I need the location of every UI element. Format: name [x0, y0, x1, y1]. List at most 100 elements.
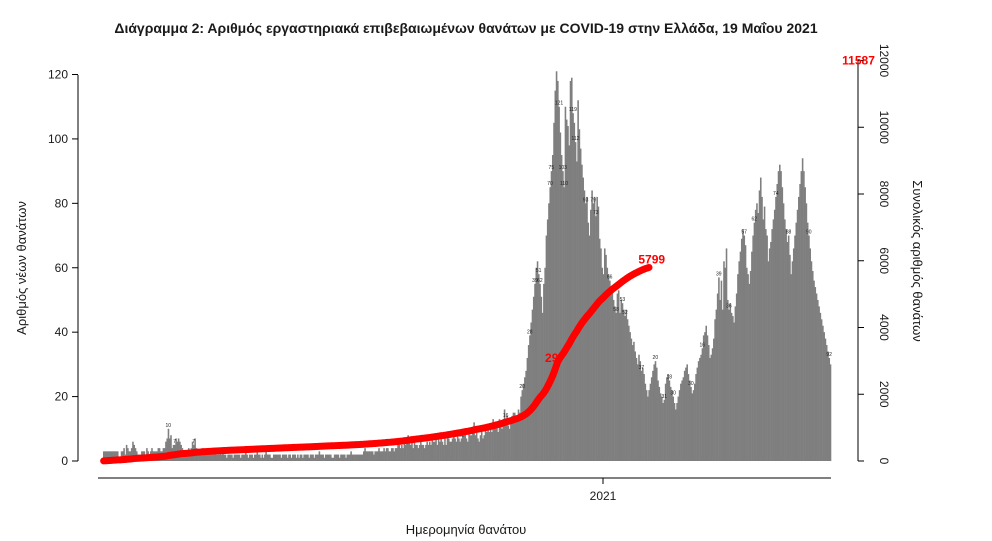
- bar: [735, 293, 738, 461]
- bar-value-label: 58: [613, 307, 619, 313]
- bar: [233, 454, 236, 461]
- bar: [285, 454, 288, 461]
- bar: [475, 432, 478, 461]
- bar: [687, 374, 690, 461]
- bar: [822, 325, 824, 461]
- bar: [617, 290, 620, 461]
- bar: [302, 457, 304, 461]
- bar: [704, 332, 706, 461]
- bar: [655, 367, 658, 461]
- cumulative-line: [100, 263, 653, 465]
- bar: [444, 438, 446, 461]
- bar: [380, 451, 383, 461]
- bar: [272, 454, 275, 461]
- bar: [757, 213, 760, 461]
- bar: [423, 448, 426, 461]
- bar: [274, 454, 276, 461]
- bar: [491, 432, 493, 461]
- bar: [105, 451, 108, 461]
- bar: [662, 403, 664, 461]
- left-tick-label: 20: [55, 390, 69, 404]
- bar: [305, 454, 308, 461]
- y2-axis-title: Συνολικός αριθμός θανάτων: [910, 180, 925, 341]
- bar: [510, 422, 512, 461]
- bar: [763, 206, 766, 461]
- bar: [643, 374, 645, 461]
- bar: [647, 396, 649, 461]
- bar: [714, 319, 716, 461]
- bar: [260, 457, 262, 461]
- bar: [232, 457, 234, 461]
- bar: [740, 238, 743, 461]
- bar: [208, 454, 210, 461]
- bar: [413, 441, 416, 461]
- bar: [267, 454, 270, 461]
- bar: [357, 454, 360, 461]
- bar: [220, 454, 223, 461]
- bar: [236, 454, 238, 461]
- bar: [382, 451, 384, 461]
- bar-labels: 107 7 812162028395162707512110311011911293…: [166, 0, 866, 445]
- bar: [460, 438, 463, 461]
- bar: [531, 309, 534, 461]
- bar: [685, 367, 687, 461]
- bar: [398, 444, 401, 461]
- bar-value-label: 31: [661, 394, 667, 400]
- bar: [309, 454, 312, 461]
- bar: [219, 451, 222, 461]
- bar-value-label: 62: [751, 217, 757, 223]
- bar: [261, 454, 264, 461]
- bar: [614, 306, 616, 461]
- bar: [699, 357, 701, 461]
- bar: [256, 451, 259, 461]
- bar: [497, 432, 500, 461]
- bar: [683, 370, 686, 461]
- bar: [427, 444, 430, 461]
- bar: [624, 316, 626, 461]
- bar: [690, 386, 692, 461]
- bar: [406, 441, 408, 461]
- bar: [425, 444, 427, 461]
- bar: [664, 383, 667, 461]
- bar: [278, 454, 280, 461]
- bar: [293, 454, 295, 461]
- bar: [548, 203, 550, 461]
- bar: [239, 457, 242, 461]
- bar: [607, 274, 610, 461]
- line-annotation: 5799: [638, 252, 665, 266]
- bar: [499, 422, 502, 461]
- bar: [384, 451, 387, 461]
- bar: [595, 216, 597, 461]
- bar: [626, 319, 629, 461]
- y-axis-title: Αριθμός νέων θανάτων: [14, 201, 29, 335]
- bar: [534, 283, 536, 461]
- bar: [407, 435, 409, 461]
- bar: [341, 454, 344, 461]
- bar: [210, 454, 213, 461]
- bar: [650, 377, 653, 461]
- bar-value-label: 39: [532, 278, 538, 284]
- bar: [394, 448, 397, 461]
- bar: [374, 451, 376, 461]
- bar: [513, 412, 516, 461]
- bar: [347, 454, 350, 461]
- bar-value-label: 10: [166, 423, 172, 429]
- bar: [779, 164, 781, 461]
- left-tick-label: 60: [55, 261, 69, 275]
- bar: [231, 454, 233, 461]
- bar-value-label: 79: [830, 0, 836, 2]
- bar: [321, 454, 323, 461]
- bar: [694, 383, 696, 461]
- bar: [283, 454, 285, 461]
- bar: [601, 267, 604, 461]
- bar: [738, 261, 740, 461]
- bar: [440, 438, 442, 461]
- bar: [432, 441, 435, 461]
- bar: [780, 171, 782, 462]
- bar: [782, 203, 785, 461]
- bar: [801, 158, 804, 462]
- bar: [545, 235, 548, 461]
- bar: [133, 444, 136, 461]
- bar-value-label: 92: [826, 352, 832, 358]
- bar: [356, 454, 359, 461]
